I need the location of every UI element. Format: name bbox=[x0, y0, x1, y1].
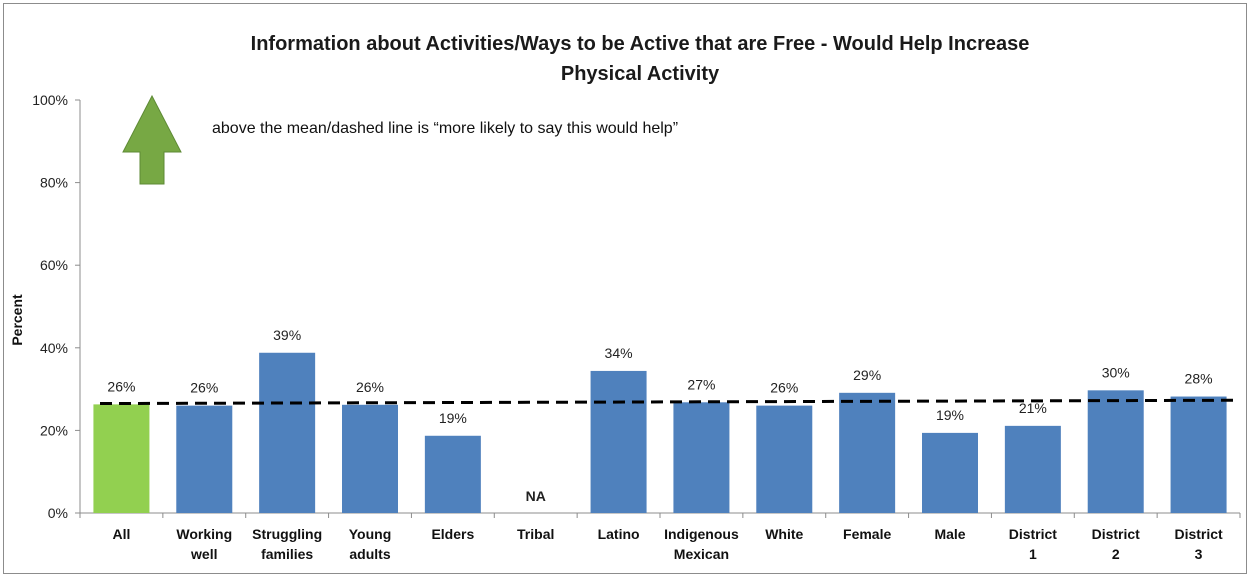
bar-all bbox=[93, 404, 150, 513]
category-label: Young bbox=[349, 526, 392, 542]
y-tick-label: 100% bbox=[32, 92, 68, 108]
category-label: White bbox=[765, 526, 803, 542]
bar-struggling-families bbox=[259, 352, 316, 513]
data-label: 34% bbox=[605, 345, 633, 361]
category-label: 1 bbox=[1029, 546, 1037, 562]
bar-district-3 bbox=[1170, 396, 1227, 513]
bar-district-1 bbox=[1004, 425, 1061, 513]
data-label: 26% bbox=[190, 380, 218, 396]
data-label: 26% bbox=[356, 379, 384, 395]
category-label: 2 bbox=[1112, 546, 1120, 562]
category-label: adults bbox=[349, 546, 390, 562]
y-axis-label: Percent bbox=[9, 294, 25, 346]
data-label: NA bbox=[526, 488, 546, 504]
category-label: Mexican bbox=[674, 546, 729, 562]
category-label: Male bbox=[934, 526, 965, 542]
bar-elders bbox=[424, 435, 481, 513]
y-tick-label: 40% bbox=[40, 340, 68, 356]
data-label: 26% bbox=[770, 380, 798, 396]
category-label: Struggling bbox=[252, 526, 322, 542]
up-arrow-icon bbox=[122, 94, 182, 185]
data-label: 27% bbox=[687, 376, 715, 392]
bar-working-well bbox=[176, 405, 233, 513]
y-tick-label: 60% bbox=[40, 257, 68, 273]
category-label: Latino bbox=[598, 526, 640, 542]
category-label: All bbox=[112, 526, 130, 542]
bar-white bbox=[756, 405, 813, 513]
chart-title-line-1: Information about Activities/Ways to be … bbox=[251, 33, 1030, 55]
category-label: well bbox=[190, 546, 217, 562]
bar-indigenous-mexican bbox=[673, 402, 730, 513]
y-tick-label: 80% bbox=[40, 175, 68, 191]
data-label: 28% bbox=[1185, 371, 1213, 387]
category-label: Indigenous bbox=[664, 526, 739, 542]
y-tick-label: 0% bbox=[48, 505, 68, 521]
data-label: 39% bbox=[273, 327, 301, 343]
data-label: 29% bbox=[853, 367, 881, 383]
bar-young-adults bbox=[342, 404, 398, 513]
data-label: 19% bbox=[936, 407, 964, 423]
category-label: 3 bbox=[1195, 546, 1203, 562]
category-label: District bbox=[1174, 526, 1223, 542]
category-label: Female bbox=[843, 526, 891, 542]
data-label: 21% bbox=[1019, 400, 1047, 416]
annotation-text: above the mean/dashed line is “more like… bbox=[212, 120, 678, 137]
category-label: Working bbox=[176, 526, 232, 542]
data-label: 30% bbox=[1102, 364, 1130, 380]
bar-latino bbox=[590, 370, 647, 513]
data-label: 26% bbox=[107, 378, 135, 394]
up-arrow-shape bbox=[122, 94, 182, 185]
bar-male bbox=[922, 432, 978, 513]
category-label: District bbox=[1092, 526, 1141, 542]
data-label: 19% bbox=[439, 410, 467, 426]
bar-female bbox=[839, 392, 896, 513]
data-labels: 26% 26% 39% 26% 19% NA 34% 27% 26% 29% 19% 21% 30% 28… bbox=[107, 327, 1212, 504]
bars bbox=[93, 352, 1227, 513]
category-label: Tribal bbox=[517, 526, 554, 542]
chart-title-line-2: Physical Activity bbox=[561, 63, 720, 85]
category-labels: All Working well Struggling families Young adu… bbox=[112, 526, 1223, 562]
y-tick-label: 20% bbox=[40, 422, 68, 438]
bar-district-2 bbox=[1087, 390, 1144, 513]
category-label: families bbox=[261, 546, 313, 562]
category-label: Elders bbox=[431, 526, 474, 542]
category-label: District bbox=[1009, 526, 1058, 542]
